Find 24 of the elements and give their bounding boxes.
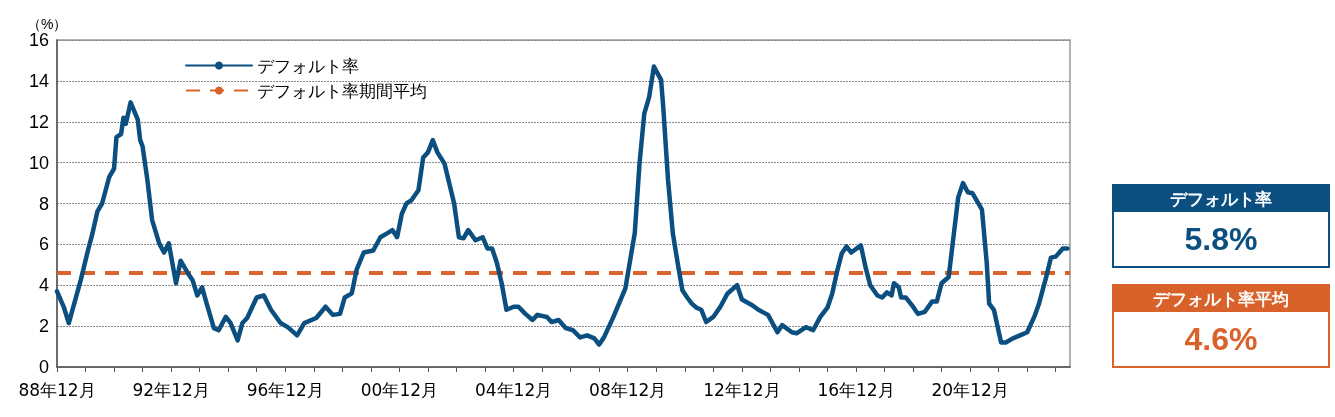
x-tick-label: 88年12月 xyxy=(18,379,96,400)
y-tick-label: 0 xyxy=(38,357,49,377)
y-tick-label: 8 xyxy=(38,193,49,214)
text: 5.8% xyxy=(1183,220,1259,259)
x-tick-label: 16年12月 xyxy=(817,379,895,400)
y-tick-label: 6 xyxy=(38,234,49,255)
x-tick-label: 08年12月 xyxy=(589,379,667,400)
text: デフォルト率 xyxy=(1114,186,1328,212)
y-tick-label: 12 xyxy=(28,111,49,132)
text: 4.6% xyxy=(1183,320,1259,359)
y-tick-label: 4 xyxy=(38,275,49,296)
x-tick-label: 00年12月 xyxy=(360,379,439,400)
legend-label: デフォルト率期間平均 xyxy=(257,80,427,101)
y-tick-label: 2 xyxy=(38,316,49,337)
x-tick-label: 04年12月 xyxy=(474,379,553,400)
x-tick-label: 96年12月 xyxy=(246,379,324,400)
y-tick-label: 14 xyxy=(28,70,49,91)
x-tick-label: 12年12月 xyxy=(703,379,781,400)
text: デフォルト率平均 xyxy=(1114,286,1328,312)
x-tick-label: 92年12月 xyxy=(132,379,210,400)
x-tick-label: 20年12月 xyxy=(931,379,1009,400)
y-tick-label: 10 xyxy=(28,152,49,173)
legend-label: デフォルト率 xyxy=(257,55,359,76)
y-axis-title: （%） xyxy=(27,16,68,33)
